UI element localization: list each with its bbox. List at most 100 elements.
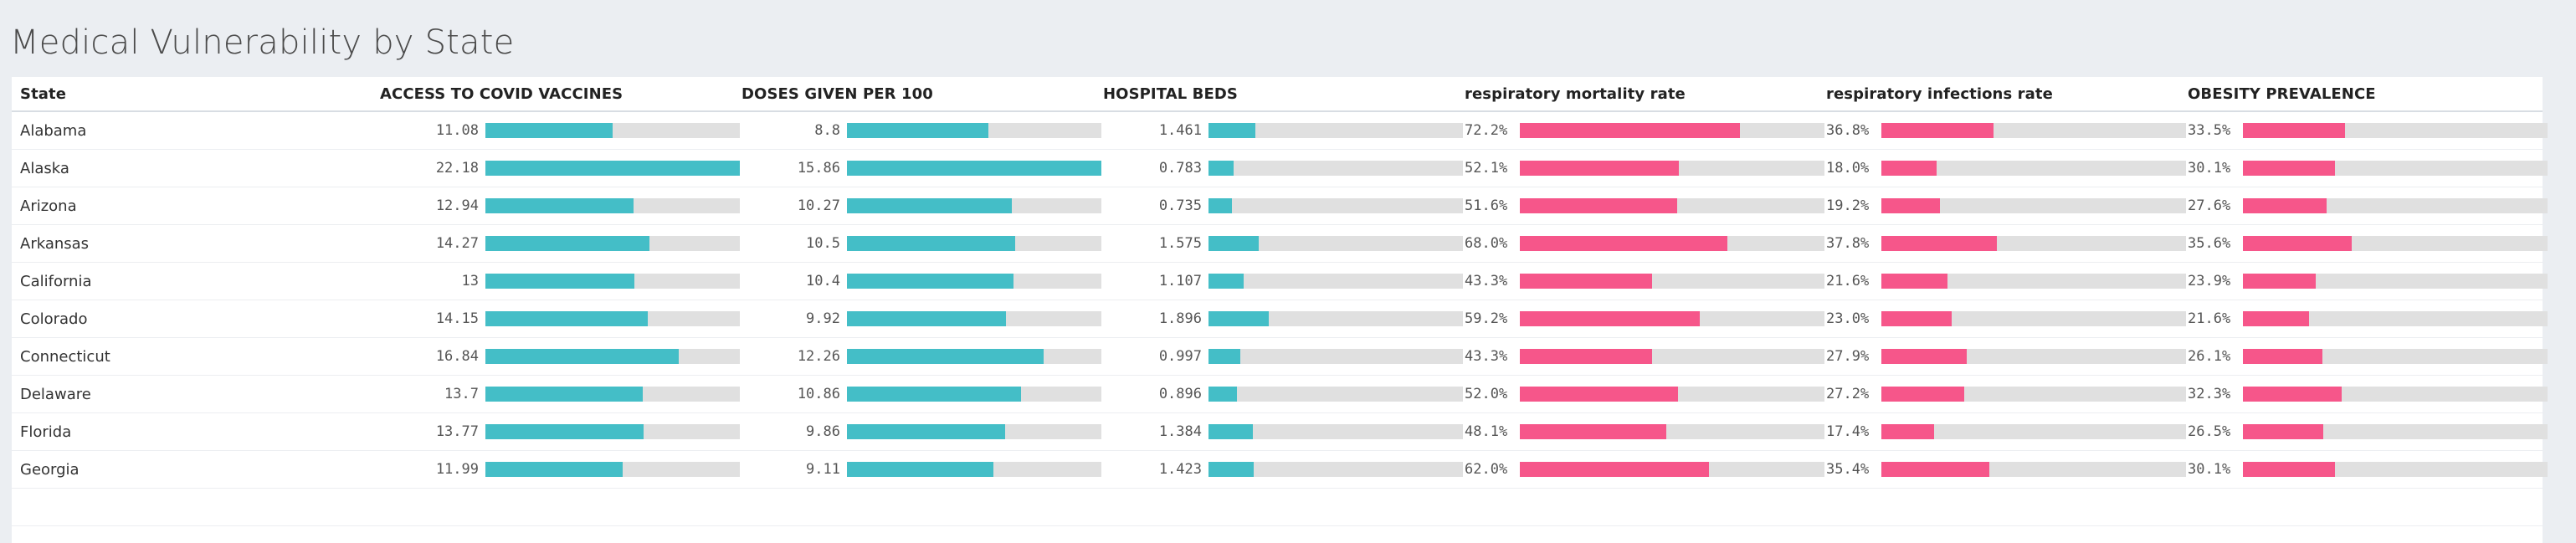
hospital-beds-value: 1.107 xyxy=(1158,273,1202,289)
table-empty-row xyxy=(12,489,2543,526)
doses-given-per-100-value: 9.86 xyxy=(806,423,840,440)
doses-given-per-100-value: 9.11 xyxy=(806,461,840,478)
access-to-covid-vaccines-cell: 16.84 xyxy=(380,338,741,375)
obesity-prevalence-bar xyxy=(2243,161,2335,176)
respiratory-infections-rate-cell: 18.0% xyxy=(1826,150,2188,187)
table-row: Arizona 12.94 10.27 0.735 51.6% 19.2% 27.6% xyxy=(12,187,2548,225)
obesity-prevalence-value: 33.5% xyxy=(2188,122,2231,139)
access-to-covid-vaccines-bar xyxy=(485,198,634,213)
respiratory-mortality-rate-bar xyxy=(1520,161,1679,176)
table-row: Connecticut 16.84 12.26 0.997 43.3% 27.9% 26.1… xyxy=(12,338,2548,376)
table-row: Florida 13.77 9.86 1.384 48.1% 17.4% 26.5% xyxy=(12,413,2548,451)
hospital-beds-cell: 1.107 xyxy=(1103,263,1465,300)
respiratory-infections-rate-value: 18.0% xyxy=(1826,160,1870,177)
respiratory-infections-rate-bar-track xyxy=(1881,161,2186,176)
state-name: Colorado xyxy=(20,310,88,328)
obesity-prevalence-cell: 30.1% xyxy=(2188,451,2549,488)
table-body: Alabama 11.08 8.8 1.461 72.2% 36.8% 33.5% Alask… xyxy=(12,112,2548,489)
access-to-covid-vaccines-value: 13 xyxy=(461,273,479,289)
respiratory-infections-rate-bar xyxy=(1881,311,1952,326)
respiratory-infections-rate-bar xyxy=(1881,349,1967,364)
access-to-covid-vaccines-value: 11.08 xyxy=(435,122,479,139)
hospital-beds-bar xyxy=(1208,123,1255,138)
hospital-beds-cell: 1.423 xyxy=(1103,451,1465,488)
column-header-respiratory-infections-rate[interactable]: respiratory infections rate xyxy=(1826,85,2053,103)
hospital-beds-cell: 1.384 xyxy=(1103,413,1465,450)
respiratory-infections-rate-cell: 19.2% xyxy=(1826,187,2188,224)
vulnerability-table: State ACCESS TO COVID VACCINES DOSES GIV… xyxy=(12,77,2548,526)
respiratory-infections-rate-value: 21.6% xyxy=(1826,273,1870,289)
column-header-doses-given-per-100[interactable]: DOSES GIVEN PER 100 xyxy=(741,85,933,103)
obesity-prevalence-bar xyxy=(2243,198,2327,213)
doses-given-per-100-value: 10.86 xyxy=(797,386,840,402)
doses-given-per-100-value: 8.8 xyxy=(814,122,840,139)
table-row: Georgia 11.99 9.11 1.423 62.0% 35.4% 30.1% xyxy=(12,451,2548,489)
access-to-covid-vaccines-cell: 11.08 xyxy=(380,112,741,149)
hospital-beds-cell: 0.997 xyxy=(1103,338,1465,375)
obesity-prevalence-bar xyxy=(2243,311,2309,326)
access-to-covid-vaccines-bar-track xyxy=(485,349,740,364)
obesity-prevalence-cell: 27.6% xyxy=(2188,187,2549,224)
column-header-hospital-beds[interactable]: HOSPITAL BEDS xyxy=(1103,85,1238,103)
respiratory-mortality-rate-bar-track xyxy=(1520,274,1824,289)
obesity-prevalence-bar xyxy=(2243,349,2322,364)
obesity-prevalence-bar-track xyxy=(2243,198,2548,213)
access-to-covid-vaccines-cell: 14.15 xyxy=(380,300,741,337)
hospital-beds-value: 1.461 xyxy=(1158,122,1202,139)
column-header-obesity-prevalence[interactable]: OBESITY PREVALENCE xyxy=(2188,85,2376,103)
access-to-covid-vaccines-bar xyxy=(485,349,679,364)
access-to-covid-vaccines-cell: 22.18 xyxy=(380,150,741,187)
hospital-beds-bar-track xyxy=(1208,424,1463,439)
obesity-prevalence-bar xyxy=(2243,274,2316,289)
hospital-beds-bar xyxy=(1208,161,1234,176)
respiratory-mortality-rate-bar xyxy=(1520,424,1667,439)
respiratory-infections-rate-value: 27.2% xyxy=(1826,386,1870,402)
respiratory-mortality-rate-cell: 43.3% xyxy=(1465,263,1826,300)
respiratory-infections-rate-bar-track xyxy=(1881,387,2186,402)
respiratory-infections-rate-bar-track xyxy=(1881,236,2186,251)
access-to-covid-vaccines-value: 13.77 xyxy=(435,423,479,440)
respiratory-mortality-rate-bar-track xyxy=(1520,236,1824,251)
access-to-covid-vaccines-value: 13.7 xyxy=(444,386,479,402)
doses-given-per-100-cell: 8.8 xyxy=(741,112,1103,149)
respiratory-mortality-rate-bar-track xyxy=(1520,123,1824,138)
doses-given-per-100-bar-track xyxy=(847,424,1101,439)
access-to-covid-vaccines-cell: 13.7 xyxy=(380,376,741,412)
respiratory-mortality-rate-bar-track xyxy=(1520,198,1824,213)
column-header-respiratory-mortality-rate[interactable]: respiratory mortality rate xyxy=(1465,85,1686,103)
access-to-covid-vaccines-bar-track xyxy=(485,462,740,477)
doses-given-per-100-cell: 10.27 xyxy=(741,187,1103,224)
doses-given-per-100-value: 10.5 xyxy=(806,235,840,252)
obesity-prevalence-bar-track xyxy=(2243,462,2548,477)
access-to-covid-vaccines-value: 14.15 xyxy=(435,310,479,327)
respiratory-mortality-rate-cell: 72.2% xyxy=(1465,112,1826,149)
respiratory-infections-rate-bar-track xyxy=(1881,424,2186,439)
doses-given-per-100-cell: 12.26 xyxy=(741,338,1103,375)
doses-given-per-100-bar xyxy=(847,387,1022,402)
doses-given-per-100-bar-track xyxy=(847,123,1101,138)
respiratory-infections-rate-value: 27.9% xyxy=(1826,348,1870,365)
obesity-prevalence-cell: 35.6% xyxy=(2188,225,2549,262)
doses-given-per-100-cell: 10.86 xyxy=(741,376,1103,412)
table-row: Alaska 22.18 15.86 0.783 52.1% 18.0% 30.1% xyxy=(12,150,2548,187)
column-header-state[interactable]: State xyxy=(20,85,67,103)
hospital-beds-bar-track xyxy=(1208,198,1463,213)
respiratory-mortality-rate-value: 59.2% xyxy=(1465,310,1508,327)
access-to-covid-vaccines-value: 14.27 xyxy=(435,235,479,252)
obesity-prevalence-cell: 26.5% xyxy=(2188,413,2549,450)
doses-given-per-100-bar xyxy=(847,123,988,138)
respiratory-mortality-rate-cell: 52.1% xyxy=(1465,150,1826,187)
hospital-beds-cell: 1.461 xyxy=(1103,112,1465,149)
column-header-access-to-covid-vaccines[interactable]: ACCESS TO COVID VACCINES xyxy=(380,85,623,103)
obesity-prevalence-bar xyxy=(2243,236,2352,251)
doses-given-per-100-bar-track xyxy=(847,198,1101,213)
respiratory-infections-rate-bar xyxy=(1881,123,1994,138)
access-to-covid-vaccines-bar xyxy=(485,236,649,251)
hospital-beds-value: 0.735 xyxy=(1158,197,1202,214)
obesity-prevalence-cell: 26.1% xyxy=(2188,338,2549,375)
obesity-prevalence-bar xyxy=(2243,123,2345,138)
doses-given-per-100-bar xyxy=(847,462,993,477)
respiratory-mortality-rate-bar xyxy=(1520,349,1652,364)
respiratory-mortality-rate-value: 72.2% xyxy=(1465,122,1508,139)
access-to-covid-vaccines-bar xyxy=(485,161,740,176)
